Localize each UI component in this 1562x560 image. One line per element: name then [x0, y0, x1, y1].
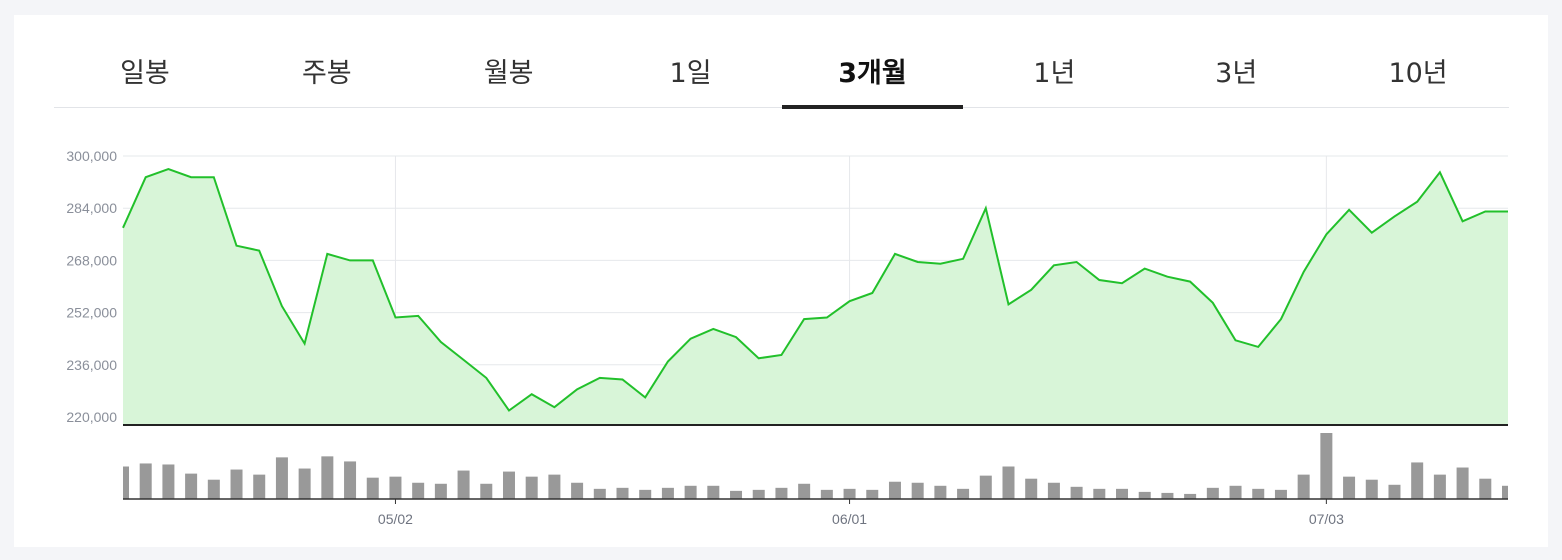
volume-bar: [1297, 474, 1310, 499]
volume-bar: [1047, 482, 1060, 499]
volume-bar: [707, 485, 720, 499]
volume-bar: [1456, 467, 1469, 499]
y-tick-label: 300,000: [66, 148, 117, 164]
tab-3[interactable]: 1일: [669, 58, 712, 89]
y-tick-label: 236,000: [66, 357, 117, 373]
volume-bar: [730, 490, 743, 499]
volume-bar: [957, 488, 970, 499]
volume-bar: [593, 488, 606, 499]
volume-bar: [457, 470, 470, 499]
volume-bar: [752, 489, 765, 499]
volume-bars: [123, 433, 1508, 499]
volume-bar: [366, 477, 379, 499]
volume-bar: [798, 483, 811, 499]
volume-bar: [639, 489, 652, 499]
volume-bar: [888, 481, 901, 499]
tab-4[interactable]: 3개월: [781, 43, 964, 109]
volume-bar: [548, 474, 561, 499]
volume-bar: [1433, 474, 1446, 499]
volume-bar: [1479, 478, 1492, 499]
volume-bar: [185, 473, 198, 499]
tab-5[interactable]: 1년: [1033, 58, 1076, 89]
x-tick-label: 05/02: [378, 511, 413, 527]
volume-bar: [820, 489, 833, 499]
volume-bar: [502, 471, 515, 499]
tab-6[interactable]: 3년: [1215, 58, 1258, 89]
volume-bar: [775, 487, 788, 499]
volume-bar: [298, 468, 311, 499]
volume-bar: [1252, 488, 1265, 499]
tab-7[interactable]: 10년: [1388, 58, 1448, 89]
volume-bar: [1184, 493, 1197, 499]
volume-bar: [480, 483, 493, 499]
volume-bar: [162, 464, 175, 499]
volume-bar: [1229, 485, 1242, 499]
volume-bar: [684, 485, 697, 499]
volume-bar: [843, 488, 856, 499]
x-tick-label: 06/01: [832, 511, 867, 527]
period-tabs: 일봉 주봉 월봉 1일 3개월 1년 3년 10년: [54, 43, 1509, 109]
volume-bar: [1025, 478, 1038, 499]
volume-bar: [1343, 476, 1356, 499]
volume-bar: [123, 466, 129, 499]
y-tick-label: 252,000: [66, 305, 117, 321]
volume-bar: [1070, 486, 1083, 499]
volume-bar: [1388, 484, 1401, 499]
volume-bar: [661, 487, 674, 499]
volume-bar: [866, 489, 879, 499]
y-tick-label: 284,000: [66, 200, 117, 216]
volume-bar: [1365, 479, 1378, 499]
volume-bar: [911, 482, 924, 499]
volume-bar: [1138, 491, 1151, 499]
x-tick-label: 07/03: [1309, 511, 1344, 527]
volume-bar: [434, 483, 447, 499]
volume-bar: [253, 474, 266, 499]
volume-bar: [139, 463, 152, 499]
volume-bar: [1274, 489, 1287, 499]
volume-bar: [525, 476, 538, 499]
tab-1[interactable]: 주봉: [301, 58, 352, 89]
x-axis-ticks: 05/02 06/01 07/03: [378, 499, 1344, 527]
tab-0[interactable]: 일봉: [120, 58, 170, 89]
y-tick-label: 220,000: [66, 409, 117, 425]
price-area: [123, 169, 1508, 424]
volume-bar: [1002, 466, 1015, 499]
volume-bar: [571, 482, 584, 499]
price-line: [122, 168, 1508, 412]
volume-bar: [1161, 492, 1174, 499]
volume-bar: [230, 469, 243, 499]
volume-bar: [1411, 462, 1424, 499]
volume-bar: [1206, 487, 1219, 499]
volume-bar: [412, 482, 425, 499]
volume-bar: [389, 476, 402, 499]
volume-bar: [207, 479, 220, 499]
volume-bar: [275, 457, 288, 499]
volume-bar: [1116, 488, 1129, 499]
volume-bar: [616, 487, 629, 499]
volume-bar: [1093, 488, 1106, 499]
y-tick-label: 268,000: [66, 252, 117, 268]
volume-bar: [1502, 485, 1508, 499]
volume-bar: [979, 475, 992, 499]
volume-bar: [1320, 433, 1333, 499]
volume-bar: [934, 485, 947, 499]
tab-2[interactable]: 월봉: [483, 58, 534, 89]
volume-bar: [344, 461, 357, 499]
y-axis-ticks: 300,000 284,000 268,000 252,000 236,000 220,0…: [66, 148, 117, 425]
volume-bar: [321, 456, 334, 499]
